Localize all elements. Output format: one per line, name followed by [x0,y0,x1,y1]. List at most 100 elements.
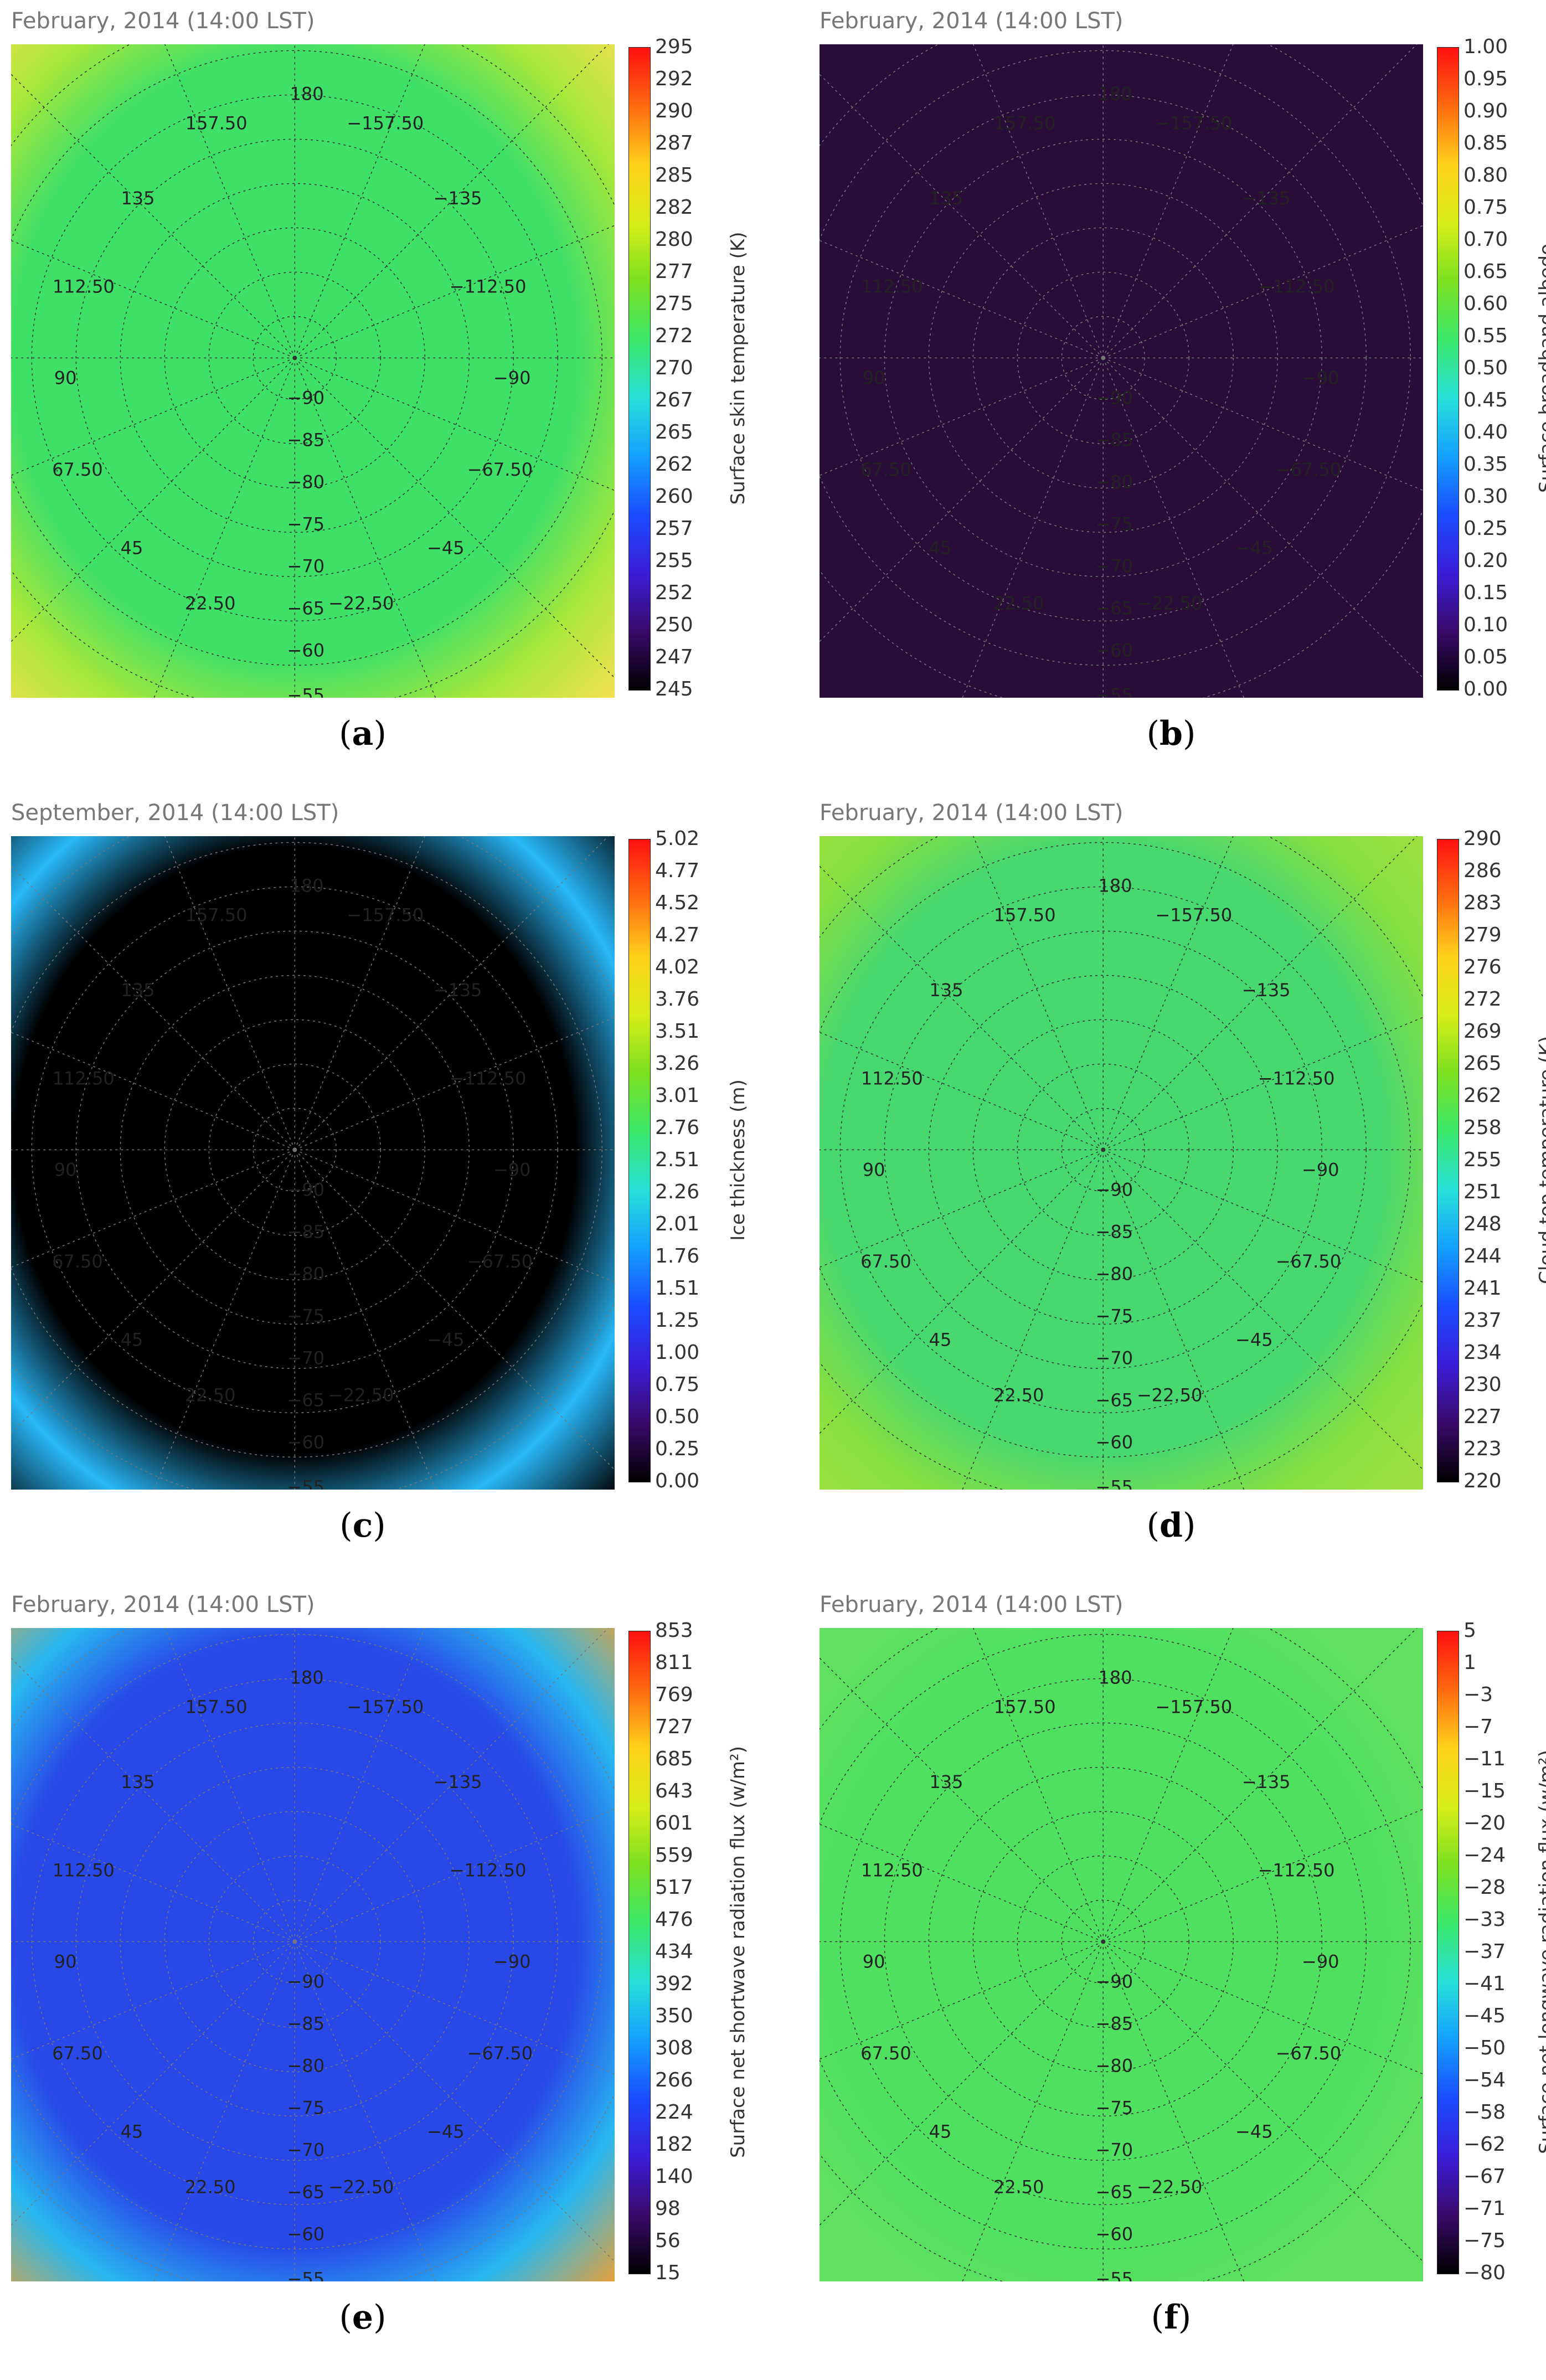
lon-label: 22.50 [993,593,1044,614]
lon-label: 67.50 [52,1251,103,1272]
panel-title: February, 2014 (14:00 LST) [11,1592,315,1617]
lon-label: −112.50 [450,276,527,297]
lon-label: −90 [1302,1160,1339,1181]
colorbar-label: Surface net longwave radiation flux (w/m… [1535,1750,1546,2154]
colorbar-tick: 517 [655,1876,693,1899]
colorbar-tick: 601 [655,1812,693,1835]
lon-label: 112.50 [861,276,923,297]
colorbar-tick: −15 [1463,1780,1506,1802]
lon-label: 180 [290,83,324,104]
colorbar-tick: 250 [655,614,693,636]
lat-label: −65 [287,2182,325,2203]
polar-map: 180 157.50 −157.50 135 −135 112.50 −112.50 90 −9… [820,44,1423,698]
lat-label: −75 [287,514,325,535]
lon-label: 22.50 [993,2177,1044,2198]
lat-label: −55 [287,684,325,698]
colorbar-tick: 290 [1463,827,1502,850]
colorbar [1437,47,1459,691]
lat-label: −75 [1096,2098,1133,2119]
colorbar-tick: 0.75 [655,1373,700,1396]
colorbar-tick: 769 [655,1683,693,1706]
lon-label: −67.50 [1276,1251,1341,1272]
colorbar-tick: −75 [1463,2229,1506,2252]
colorbar-tick: 0.65 [1463,260,1508,283]
lat-label: −75 [287,2098,325,2119]
colorbar-tick: 2.01 [655,1213,700,1235]
colorbar-tick: 350 [655,2005,693,2027]
lat-label: −55 [1096,1476,1133,1490]
lon-label: −67.50 [1276,2043,1341,2064]
lat-label: −90 [287,388,325,409]
colorbar-tick: 0.15 [1463,581,1508,604]
colorbar-tick: 0.75 [1463,196,1508,219]
lon-label: −135 [434,188,482,209]
lon-label: 157.50 [994,1696,1056,1717]
lon-label: −22.50 [1137,1385,1202,1406]
colorbar-tick: 295 [655,35,693,58]
colorbar-tick: 234 [1463,1341,1502,1364]
lat-label: −60 [287,2224,325,2245]
lat-label: −60 [1096,1432,1133,1453]
lon-label: −45 [427,537,465,558]
colorbar-tick: 0.20 [1463,549,1508,572]
colorbar-tick: −62 [1463,2133,1506,2156]
colorbar-tick: 0.30 [1463,485,1508,508]
lat-label: −85 [1096,430,1133,451]
panel-title: September, 2014 (14:00 LST) [11,800,339,826]
colorbar-tick: 0.55 [1463,324,1508,347]
panel-caption: (c) [339,1506,386,1545]
colorbar-tick: −28 [1463,1876,1506,1899]
colorbar-tick: 476 [655,1908,693,1931]
lon-label: −90 [493,1951,531,1972]
lon-label: 180 [1099,83,1132,104]
lat-label: −80 [287,472,325,493]
panel-caption: (f) [1151,2298,1192,2337]
lon-label: −22.50 [328,1385,394,1406]
colorbar-tick: 262 [1463,1084,1502,1107]
lon-label: 180 [290,875,324,896]
lon-label: −45 [1235,537,1273,558]
colorbar-tick: 280 [655,228,693,251]
lon-label: 180 [1099,1667,1132,1688]
colorbar-tick: 0.25 [1463,517,1508,540]
panel-caption: (d) [1146,1506,1196,1545]
colorbar-tick: −58 [1463,2101,1506,2124]
colorbar-tick: −80 [1463,2261,1506,2284]
lon-label: 157.50 [994,112,1056,133]
lon-label: −22.50 [328,593,394,614]
lon-label: 22.50 [185,593,236,614]
colorbar-tick: 2.76 [655,1116,700,1139]
lon-label: −135 [434,1771,482,1792]
lat-label: −80 [287,2056,325,2077]
colorbar-label: Ice thickness (m) [727,1079,749,1241]
colorbar-tick: 255 [1463,1148,1502,1171]
lon-label: −67.50 [467,459,533,480]
lon-label: 112.50 [53,276,115,297]
colorbar-tick: 559 [655,1844,693,1867]
colorbar-tick: 392 [655,1972,693,1995]
lat-label: −80 [1096,1264,1133,1285]
lon-label: −67.50 [1276,459,1341,480]
lon-label: 90 [863,1160,885,1181]
colorbar-tick: 811 [655,1651,693,1674]
colorbar-tick: −24 [1463,1844,1506,1867]
colorbar-tick: 15 [655,2261,681,2284]
lat-label: −70 [287,2140,325,2161]
colorbar-tick: 285 [655,164,693,187]
lat-label: −75 [287,1306,325,1327]
colorbar-tick: 5.02 [655,827,700,850]
lat-label: −70 [1096,1348,1133,1369]
colorbar-tick: 308 [655,2037,693,2059]
polar-map: 180 157.50 −157.50 135 −135 112.50 −112.50 90 −9… [820,836,1423,1490]
map-background [820,836,1423,1490]
colorbar-tick: 220 [1463,1470,1502,1492]
lon-label: −135 [1242,980,1291,1001]
colorbar-tick: 4.27 [655,924,700,946]
colorbar-tick: 0.60 [1463,292,1508,315]
lat-label: −85 [287,2013,325,2034]
lon-label: −157.50 [347,112,424,133]
lon-label: −90 [1302,1951,1339,1972]
panel-caption: (b) [1146,714,1196,753]
lon-label: 157.50 [994,904,1056,925]
polar-map: 180 157.50 −157.50 135 −135 112.50 −112.50 90 −9… [11,836,615,1490]
